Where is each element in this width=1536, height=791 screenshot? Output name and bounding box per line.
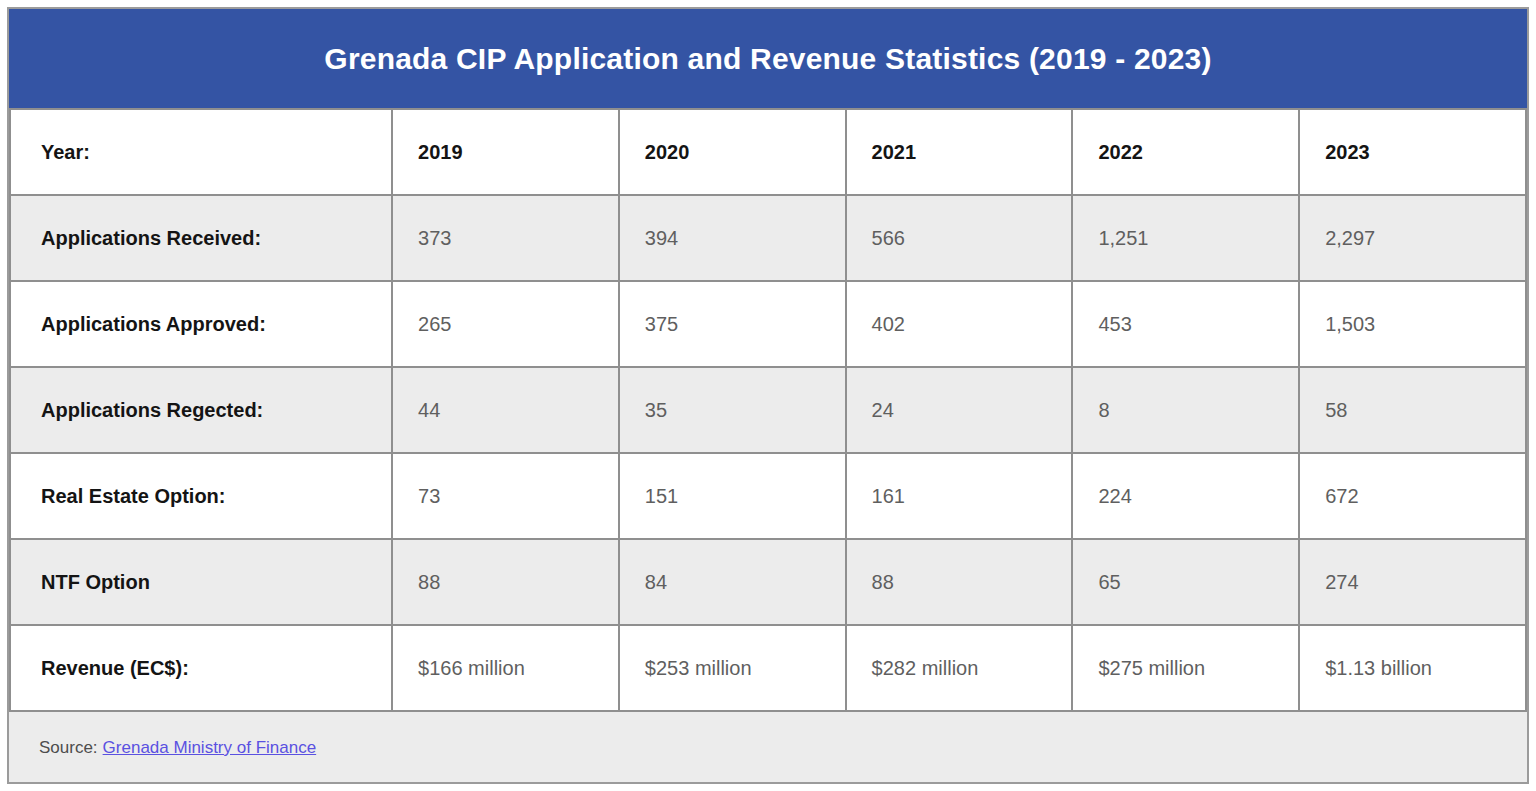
row-label-applications-received: Applications Received: [10,195,392,281]
source-prefix: Source: [39,738,98,758]
value-cell: $166 million [392,625,619,711]
table-row-ntf-option: NTF Option 88 84 88 65 274 [10,539,1526,625]
year-row-label: Year: [10,109,392,195]
table-row-applications-received: Applications Received: 373 394 566 1,251… [10,195,1526,281]
row-label-real-estate-option: Real Estate Option: [10,453,392,539]
value-cell: $282 million [846,625,1073,711]
value-cell: $275 million [1072,625,1299,711]
value-cell: 1,251 [1072,195,1299,281]
value-cell: 35 [619,367,846,453]
table-row-applications-approved: Applications Approved: 265 375 402 453 1… [10,281,1526,367]
value-cell: 394 [619,195,846,281]
value-cell: 672 [1299,453,1526,539]
value-cell: 566 [846,195,1073,281]
value-cell: 402 [846,281,1073,367]
year-header-2021: 2021 [846,109,1073,195]
value-cell: 58 [1299,367,1526,453]
value-cell: 88 [846,539,1073,625]
table-row-year: Year: 2019 2020 2021 2022 2023 [10,109,1526,195]
row-label-applications-rejected: Applications Regected: [10,367,392,453]
row-label-revenue: Revenue (EC$): [10,625,392,711]
table-row-applications-rejected: Applications Regected: 44 35 24 8 58 [10,367,1526,453]
value-cell: 84 [619,539,846,625]
value-cell: 274 [1299,539,1526,625]
table-title: Grenada CIP Application and Revenue Stat… [324,42,1211,76]
value-cell: 24 [846,367,1073,453]
source-link[interactable]: Grenada Ministry of Finance [103,738,317,758]
value-cell: 73 [392,453,619,539]
value-cell: $1.13 billion [1299,625,1526,711]
table-title-bar: Grenada CIP Application and Revenue Stat… [9,9,1527,108]
year-header-2019: 2019 [392,109,619,195]
statistics-table-card: Grenada CIP Application and Revenue Stat… [7,7,1529,784]
table-row-revenue: Revenue (EC$): $166 million $253 million… [10,625,1526,711]
value-cell: 224 [1072,453,1299,539]
value-cell: 1,503 [1299,281,1526,367]
statistics-table: Year: 2019 2020 2021 2022 2023 Applicati… [9,108,1527,712]
year-header-2023: 2023 [1299,109,1526,195]
value-cell: 88 [392,539,619,625]
value-cell: 453 [1072,281,1299,367]
value-cell: 373 [392,195,619,281]
value-cell: 2,297 [1299,195,1526,281]
value-cell: 161 [846,453,1073,539]
value-cell: $253 million [619,625,846,711]
row-label-applications-approved: Applications Approved: [10,281,392,367]
value-cell: 44 [392,367,619,453]
year-header-2022: 2022 [1072,109,1299,195]
value-cell: 8 [1072,367,1299,453]
value-cell: 151 [619,453,846,539]
value-cell: 375 [619,281,846,367]
row-label-ntf-option: NTF Option [10,539,392,625]
value-cell: 65 [1072,539,1299,625]
value-cell: 265 [392,281,619,367]
source-row: Source: Grenada Ministry of Finance [9,712,1527,784]
table-row-real-estate-option: Real Estate Option: 73 151 161 224 672 [10,453,1526,539]
year-header-2020: 2020 [619,109,846,195]
